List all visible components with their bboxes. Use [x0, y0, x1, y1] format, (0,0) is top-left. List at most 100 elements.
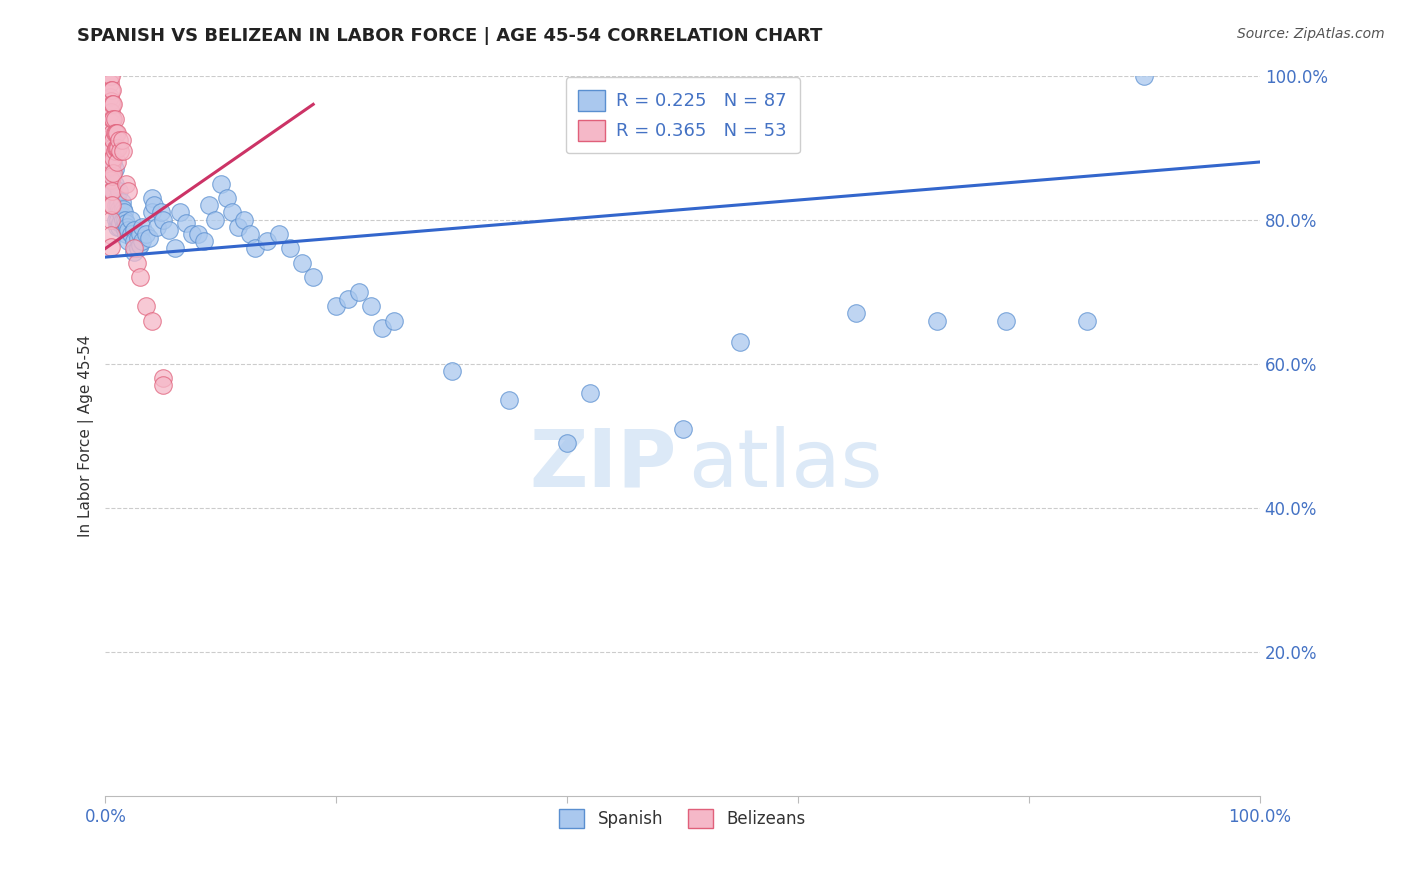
Point: [108, 184, 131, 198]
Point: [198, 198, 221, 212]
Point: [1133, 69, 1156, 83]
Point: [100, 184, 122, 198]
Point: [104, 112, 127, 126]
Point: [110, 194, 132, 209]
Point: [267, 227, 290, 241]
Point: [117, 234, 139, 248]
Point: [672, 421, 695, 435]
Point: [108, 202, 131, 216]
Point: [239, 227, 262, 241]
Point: [100, 228, 122, 243]
Point: [371, 320, 394, 334]
Point: [100, 159, 122, 173]
Point: [105, 219, 128, 234]
Point: [111, 202, 134, 216]
Legend: Spanish, Belizeans: Spanish, Belizeans: [553, 802, 813, 835]
Point: [103, 155, 125, 169]
Point: [100, 198, 122, 212]
Point: [131, 219, 153, 234]
Point: [115, 227, 138, 241]
Point: [101, 112, 124, 126]
Point: [157, 223, 180, 237]
Point: [278, 242, 301, 256]
Point: [104, 177, 127, 191]
Point: [845, 306, 868, 320]
Point: [382, 313, 405, 327]
Text: Source: ZipAtlas.com: Source: ZipAtlas.com: [1237, 27, 1385, 41]
Point: [127, 230, 149, 244]
Point: [103, 97, 125, 112]
Point: [104, 144, 127, 158]
Point: [122, 234, 145, 248]
Point: [100, 83, 122, 97]
Point: [152, 378, 174, 392]
Point: [104, 212, 127, 227]
Point: [110, 205, 132, 219]
Point: [100, 129, 122, 144]
Point: [117, 219, 139, 234]
Point: [108, 133, 131, 147]
Point: [349, 285, 371, 299]
Point: [111, 212, 134, 227]
Point: [215, 191, 238, 205]
Point: [149, 205, 172, 219]
Point: [169, 205, 191, 219]
Point: [103, 133, 125, 147]
Point: [221, 205, 243, 219]
Point: [994, 313, 1017, 327]
Point: [125, 256, 148, 270]
Point: [104, 140, 127, 154]
Point: [117, 184, 139, 198]
Point: [245, 242, 267, 256]
Point: [122, 223, 145, 237]
Point: [226, 219, 249, 234]
Point: [122, 245, 145, 260]
Point: [101, 83, 124, 97]
Point: [101, 198, 124, 212]
Point: [129, 227, 152, 241]
Point: [100, 212, 122, 227]
Point: [204, 212, 226, 227]
Point: [114, 212, 136, 227]
Point: [193, 234, 215, 248]
Point: [115, 216, 138, 230]
Point: [105, 205, 128, 219]
Point: [114, 223, 136, 237]
Point: [555, 436, 578, 450]
Point: [120, 212, 142, 227]
Point: [100, 144, 122, 158]
Point: [209, 177, 232, 191]
Point: [232, 212, 254, 227]
Point: [101, 140, 124, 154]
Point: [163, 242, 186, 256]
Point: [129, 237, 152, 252]
Point: [100, 173, 122, 187]
Point: [152, 371, 174, 385]
Point: [98, 90, 121, 104]
Y-axis label: In Labor Force | Age 45-54: In Labor Force | Age 45-54: [79, 334, 94, 537]
Point: [135, 227, 157, 241]
Point: [174, 216, 197, 230]
Point: [579, 385, 602, 400]
Point: [925, 313, 948, 327]
Point: [152, 212, 174, 227]
Point: [100, 240, 122, 254]
Point: [127, 242, 149, 256]
Text: ZIP: ZIP: [530, 425, 676, 504]
Point: [1076, 313, 1098, 327]
Point: [336, 292, 359, 306]
Point: [101, 169, 124, 184]
Point: [181, 227, 204, 241]
Point: [142, 198, 165, 212]
Text: SPANISH VS BELIZEAN IN LABOR FORCE | AGE 45-54 CORRELATION CHART: SPANISH VS BELIZEAN IN LABOR FORCE | AGE…: [77, 27, 823, 45]
Point: [498, 392, 520, 407]
Point: [103, 166, 125, 180]
Point: [105, 191, 128, 205]
Point: [104, 198, 127, 212]
Point: [141, 205, 163, 219]
Point: [129, 270, 152, 285]
Point: [101, 155, 124, 169]
Point: [100, 115, 122, 129]
Point: [141, 191, 163, 205]
Point: [325, 299, 347, 313]
